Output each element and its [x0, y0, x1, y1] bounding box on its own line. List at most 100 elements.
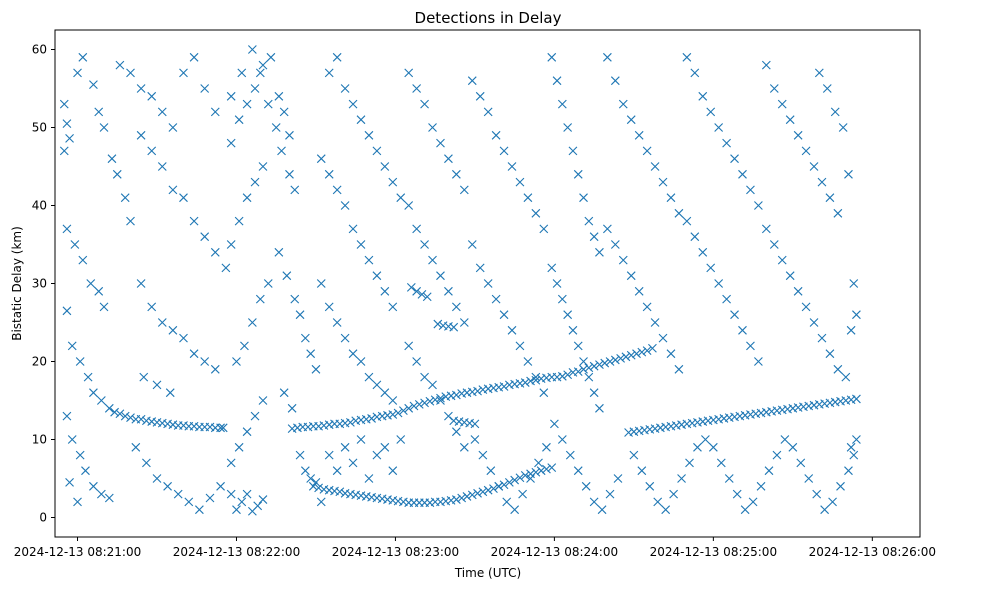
y-tick-label: 20	[32, 355, 47, 369]
data-point	[467, 240, 477, 249]
data-point	[634, 130, 644, 140]
data-point	[444, 286, 453, 296]
data-point	[306, 474, 316, 483]
data-point	[414, 400, 424, 409]
data-point	[539, 224, 549, 234]
data-point	[300, 333, 310, 343]
data-point	[346, 417, 355, 427]
data-point	[136, 130, 146, 140]
data-point	[314, 483, 323, 493]
data-point	[852, 310, 861, 320]
data-point	[62, 411, 72, 421]
x-tick-label: 2024-12-13 08:22:00	[173, 545, 300, 559]
data-point	[136, 414, 146, 424]
data-point	[404, 403, 414, 413]
data-point	[494, 481, 504, 491]
data-point	[833, 364, 843, 374]
data-point	[234, 216, 244, 226]
data-point	[650, 162, 660, 171]
data-point	[634, 286, 644, 296]
data-point	[428, 380, 437, 390]
data-point	[168, 185, 178, 195]
data-point	[380, 388, 390, 398]
data-point	[761, 60, 771, 70]
data-point	[690, 68, 700, 78]
data-point	[285, 130, 294, 140]
data-point	[428, 123, 437, 132]
data-point	[618, 255, 628, 265]
data-point	[568, 325, 578, 335]
data-point	[698, 247, 708, 257]
data-point	[769, 240, 779, 249]
data-point	[701, 435, 710, 444]
data-point	[258, 60, 268, 70]
data-point	[542, 464, 551, 474]
data-point	[247, 45, 257, 54]
data-point	[451, 495, 461, 504]
data-point	[189, 216, 199, 226]
data-point	[425, 396, 435, 406]
data-point	[573, 466, 583, 476]
data-point	[255, 68, 265, 78]
data-point	[483, 279, 493, 288]
data-point	[364, 255, 374, 265]
data-point	[478, 450, 488, 460]
data-point	[372, 146, 382, 156]
data-point	[557, 99, 567, 109]
data-point	[547, 263, 557, 273]
data-point	[600, 358, 610, 368]
data-point	[295, 310, 305, 320]
data-point	[234, 442, 244, 452]
data-point	[666, 193, 676, 203]
data-point	[661, 505, 671, 515]
data-point	[62, 224, 72, 234]
data-point	[81, 466, 90, 476]
data-point	[300, 466, 310, 476]
data-point	[279, 388, 289, 398]
data-point	[221, 263, 231, 273]
data-point	[563, 123, 573, 132]
data-point	[237, 68, 247, 78]
data-point	[820, 505, 830, 515]
y-tick-label: 40	[32, 199, 47, 213]
x-tick-label: 2024-12-13 08:23:00	[332, 545, 459, 559]
data-point	[83, 372, 93, 382]
data-point	[131, 442, 141, 452]
data-point	[332, 466, 342, 476]
data-point	[388, 302, 398, 312]
data-point	[279, 107, 289, 117]
data-point	[258, 495, 268, 504]
data-point	[436, 271, 445, 281]
data-point	[356, 115, 366, 125]
data-point	[552, 76, 562, 86]
data-point	[420, 398, 429, 408]
data-point	[428, 255, 437, 265]
data-point	[589, 361, 599, 371]
data-point	[226, 458, 236, 468]
data-point	[793, 130, 803, 140]
x-axis: 2024-12-13 08:21:00 2024-12-13 08:22:00 20…	[14, 537, 936, 559]
data-point	[626, 271, 636, 281]
data-point	[139, 372, 149, 382]
data-point	[626, 115, 636, 125]
data-point	[75, 450, 85, 460]
data-point	[104, 493, 114, 503]
data-point	[73, 497, 82, 507]
data-point	[515, 473, 525, 483]
data-point	[523, 193, 533, 203]
y-tick-label: 0	[39, 511, 47, 525]
data-point	[584, 216, 594, 226]
data-point	[62, 306, 72, 316]
data-point	[602, 224, 612, 234]
data-point	[250, 177, 260, 187]
data-point	[451, 427, 461, 437]
data-point	[250, 411, 260, 421]
data-point	[168, 123, 178, 132]
data-point	[409, 401, 419, 411]
data-point	[163, 481, 172, 491]
data-point	[274, 247, 284, 257]
data-point	[255, 294, 265, 304]
data-point	[147, 146, 157, 156]
data-point	[658, 333, 668, 343]
data-point	[78, 52, 88, 62]
